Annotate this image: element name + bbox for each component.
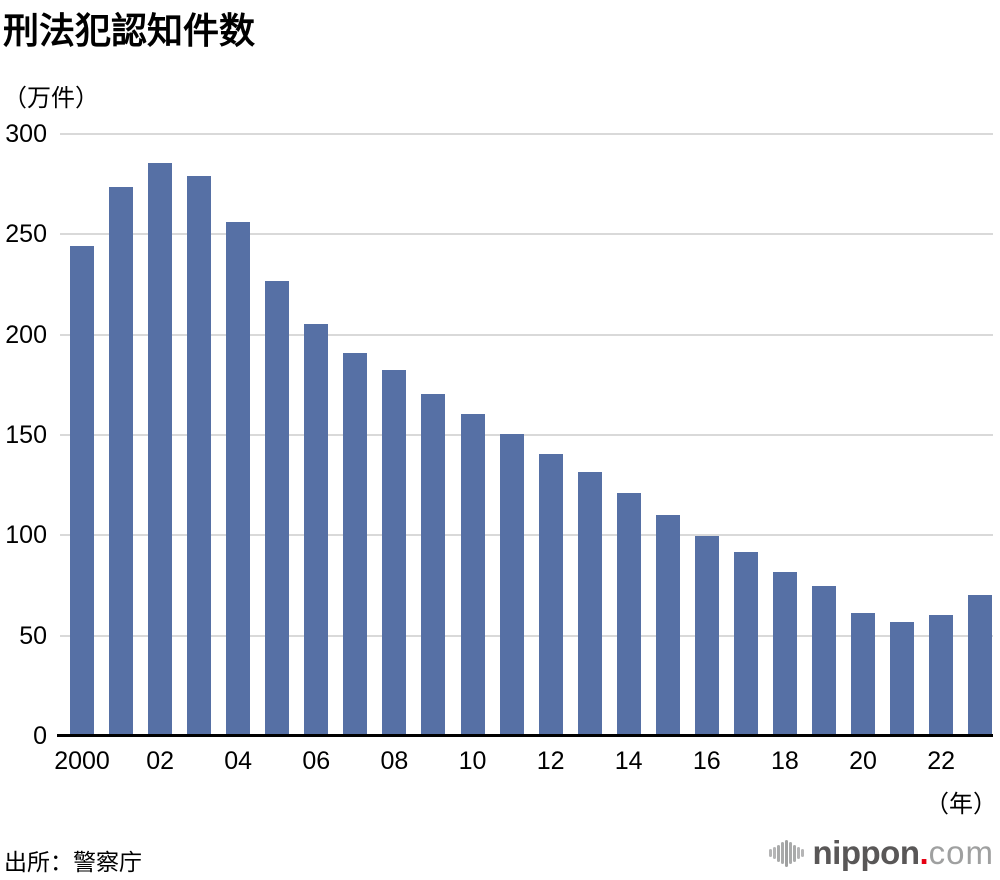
x-axis-unit-label: （年） [925, 791, 997, 818]
bar-2002 [148, 163, 173, 736]
y-tick-label-200: 200 [5, 320, 47, 349]
bar-2022 [929, 615, 954, 736]
bar-2012 [538, 454, 563, 736]
nippon-com-logo: nippon.com [769, 834, 994, 872]
y-tick-label-100: 100 [5, 521, 47, 550]
y-axis-unit-label: （万件） [3, 85, 99, 112]
bar-2003 [187, 176, 212, 736]
bar-2018 [772, 572, 797, 736]
x-tick-label-04: 04 [224, 747, 253, 775]
bar-2015 [655, 515, 680, 736]
gridline-150 [60, 434, 993, 436]
bar-2011 [499, 434, 524, 736]
gridline-300 [60, 133, 993, 135]
x-tick-label-10: 10 [458, 747, 487, 775]
bar-2014 [616, 492, 641, 736]
bar-2007 [343, 352, 368, 736]
x-axis-line [57, 734, 993, 737]
logo-tld-text: com [928, 834, 994, 871]
bar-2017 [733, 552, 758, 736]
x-tick-label-06: 06 [302, 747, 331, 775]
bar-2001 [109, 187, 134, 736]
gridline-100 [60, 534, 993, 537]
gridline-250 [60, 233, 993, 236]
x-tick-label-16: 16 [692, 747, 721, 775]
y-tick-label-50: 50 [19, 621, 47, 650]
y-tick-label-0: 0 [33, 722, 47, 750]
bar-2000 [70, 245, 94, 736]
y-tick-label-150: 150 [5, 421, 47, 449]
bar-2020 [851, 612, 875, 736]
bar-2010 [460, 414, 485, 736]
logo-wordmark: nippon.com [813, 834, 994, 872]
gridline-200 [60, 333, 993, 336]
x-tick-label-2000: 2000 [54, 747, 110, 775]
y-tick-label-250: 250 [5, 220, 47, 249]
bar-2023 [968, 594, 993, 736]
source-note: 出所：警察庁 [4, 849, 142, 875]
y-tick-label-300: 300 [5, 120, 47, 148]
x-tick-label-22: 22 [927, 747, 955, 775]
logo-red-dot: . [919, 834, 929, 871]
bar-2006 [304, 324, 329, 736]
gridline-50 [60, 634, 993, 637]
page-title: 刑法犯認知件数 [3, 10, 256, 51]
x-tick-label-14: 14 [614, 747, 643, 775]
bar-2009 [421, 394, 446, 736]
bar-2021 [890, 622, 915, 736]
bar-2019 [811, 585, 836, 736]
bar-2013 [577, 472, 602, 736]
x-tick-label-18: 18 [770, 747, 799, 775]
bar-2008 [382, 369, 407, 736]
audio-wave-icon [769, 838, 804, 868]
bar-2016 [694, 536, 719, 736]
bar-2005 [265, 280, 290, 736]
x-tick-label-02: 02 [146, 747, 174, 775]
bar-2004 [226, 221, 251, 736]
logo-brand-text: nippon [812, 834, 920, 871]
x-tick-label-08: 08 [380, 747, 409, 775]
x-tick-label-20: 20 [849, 747, 877, 775]
x-tick-label-12: 12 [536, 747, 565, 775]
